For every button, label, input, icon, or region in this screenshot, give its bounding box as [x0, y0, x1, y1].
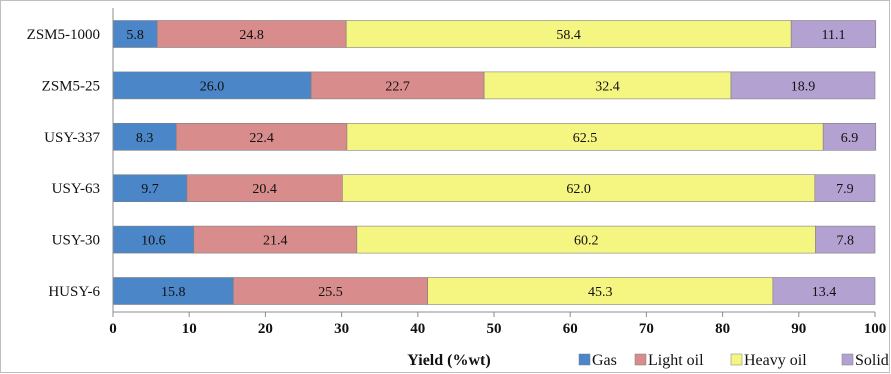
bar-segment-usy-30-heavy-oil: [356, 225, 816, 254]
x-tick-label-80: 80: [715, 321, 730, 337]
legend-swatch-light-oil: [634, 353, 647, 366]
bar-segment-zsm5-25-heavy-oil: [483, 71, 732, 100]
x-tick-label-40: 40: [410, 321, 425, 337]
data-label-zsm5-1000-solid: 11.1: [821, 28, 845, 43]
bar-segment-usy-337-heavy-oil: [346, 123, 824, 151]
bar-segment-zsm5-1000-solid: [790, 20, 877, 48]
data-label-husy-6-solid: 13.4: [812, 285, 837, 300]
data-label-zsm5-25-light-oil: 22.7: [385, 79, 410, 94]
category-labels: ZSM5-1000 ZSM5-25 USY-337 USY-63 USY-30 HUSY-…: [27, 27, 101, 300]
data-label-husy-6-heavy-oil: 45.3: [588, 285, 613, 300]
x-axis-title: Yield (%wt): [407, 352, 490, 369]
category-label-zsm5-1000: ZSM5-1000: [27, 27, 100, 43]
data-label-usy-30-heavy-oil: 60.2: [574, 234, 599, 249]
legend-label-solid: Solid: [855, 352, 889, 369]
bar-segment-usy-30-light-oil: [193, 225, 358, 254]
bars-group: 5.8 24.8 58.4 11.1 26.0 22.7 32.4 18.9 8.3 22.4 62…: [112, 20, 877, 305]
data-label-usy-337-heavy-oil: 62.5: [573, 131, 598, 146]
category-label-zsm5-25: ZSM5-25: [42, 78, 100, 94]
data-label-usy-30-gas: 10.6: [141, 234, 166, 249]
category-label-husy-6: HUSY-6: [48, 284, 100, 300]
data-label-usy-337-light-oil: 22.4: [249, 131, 274, 146]
legend-swatch-solid: [841, 353, 854, 366]
bar-segment-zsm5-25-gas: [112, 71, 312, 100]
x-tick-label-50: 50: [487, 321, 502, 337]
bar-segment-husy-6-gas: [112, 277, 234, 305]
legend-swatch-gas: [578, 353, 591, 366]
bar-segment-usy-63-gas: [112, 174, 188, 202]
x-tick-label-20: 20: [258, 321, 273, 337]
legend: Yield (%wt) Gas Light oil Heavy oil Solid: [407, 352, 888, 369]
x-tick-labels: 0 10 20 30 40 50 60 70 80 90 100: [109, 312, 886, 337]
x-tick-label-0: 0: [109, 321, 117, 337]
bar-segment-usy-337-light-oil: [175, 123, 348, 151]
legend-swatch-heavy-oil: [730, 353, 743, 366]
data-label-usy-63-gas: 9.7: [141, 182, 159, 197]
data-label-usy-63-solid: 7.9: [836, 182, 854, 197]
data-label-zsm5-1000-gas: 5.8: [126, 28, 144, 43]
bar-segment-husy-6-heavy-oil: [427, 277, 774, 305]
legend-label-light-oil: Light oil: [648, 352, 704, 369]
data-label-usy-30-solid: 7.8: [837, 234, 855, 249]
bar-segment-usy-63-solid: [814, 174, 876, 202]
data-label-usy-63-light-oil: 20.4: [252, 182, 277, 197]
data-label-usy-337-solid: 6.9: [841, 131, 859, 146]
legend-label-gas: Gas: [592, 352, 617, 369]
legend-label-heavy-oil: Heavy oil: [744, 352, 807, 369]
x-tick-label-30: 30: [334, 321, 349, 337]
bar-segment-zsm5-1000-gas: [112, 20, 158, 48]
x-tick-label-90: 90: [791, 321, 806, 337]
data-label-zsm5-25-heavy-oil: 32.4: [595, 79, 620, 94]
data-label-husy-6-gas: 15.8: [161, 285, 186, 300]
bar-segment-usy-30-solid: [815, 225, 876, 254]
bar-segment-zsm5-1000-heavy-oil: [345, 20, 792, 48]
bar-segment-usy-30-gas: [112, 225, 195, 254]
category-label-usy-30: USY-30: [52, 233, 100, 249]
bar-segment-zsm5-25-solid: [730, 71, 876, 100]
x-tick-label-70: 70: [639, 321, 654, 337]
data-label-husy-6-light-oil: 25.5: [318, 285, 343, 300]
data-label-usy-63-heavy-oil: 62.0: [566, 182, 591, 197]
bar-segment-usy-63-light-oil: [186, 174, 343, 202]
category-label-usy-63: USY-63: [52, 181, 100, 197]
bar-segment-usy-337-gas: [112, 123, 177, 151]
data-label-usy-30-light-oil: 21.4: [263, 234, 288, 249]
data-label-zsm5-1000-heavy-oil: 58.4: [556, 28, 581, 43]
bar-segment-husy-6-solid: [772, 277, 876, 305]
category-label-usy-337: USY-337: [44, 130, 100, 146]
data-label-usy-337-gas: 8.3: [136, 131, 154, 146]
data-label-zsm5-1000-light-oil: 24.8: [239, 28, 264, 43]
data-label-zsm5-25-solid: 18.9: [791, 79, 816, 94]
x-tick-label-100: 100: [864, 321, 887, 337]
x-tick-label-60: 60: [563, 321, 578, 337]
x-tick-label-10: 10: [182, 321, 197, 337]
bar-segment-usy-337-solid: [822, 123, 877, 151]
data-label-zsm5-25-gas: 26.0: [200, 79, 225, 94]
